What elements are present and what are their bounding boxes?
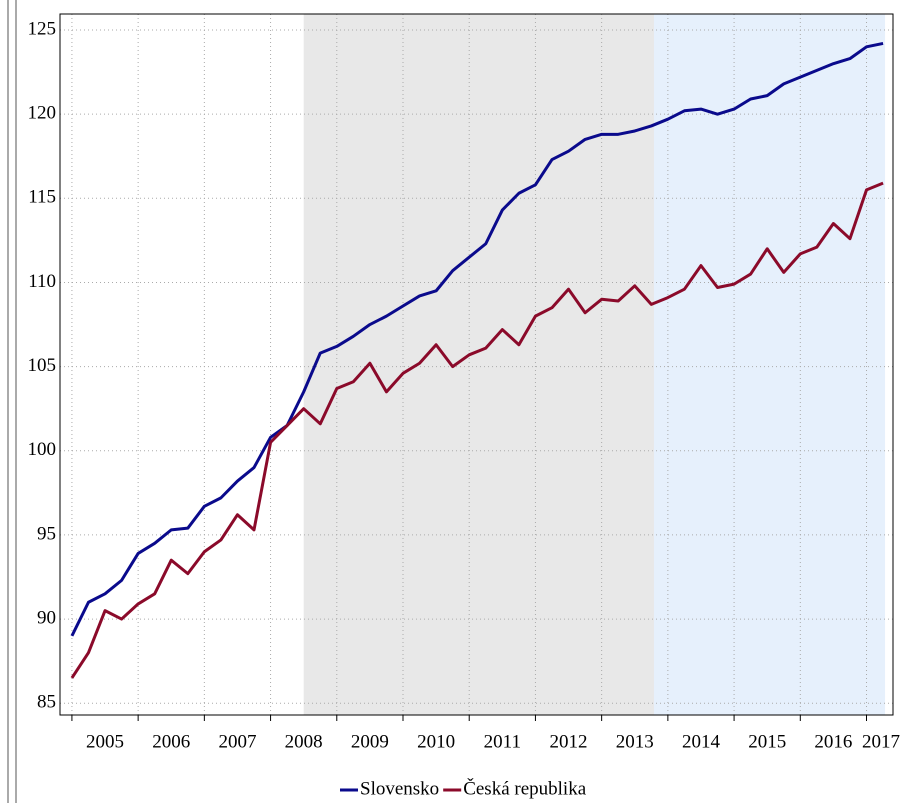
y-tick-label: 120 [28, 103, 57, 124]
y-tick-label: 110 [28, 271, 56, 292]
y-tick-label: 90 [37, 607, 56, 628]
x-tick-label: 2008 [285, 731, 323, 752]
x-tick-label: 2005 [86, 731, 124, 752]
y-tick-label: 105 [28, 355, 57, 376]
legend-label: Česká republika [463, 777, 587, 799]
x-tick-label: 2016 [814, 731, 852, 752]
x-tick-label: 2009 [351, 731, 389, 752]
x-tick-label: 2015 [748, 731, 786, 752]
shaded-region [303, 14, 654, 715]
x-tick-label: 2010 [417, 731, 455, 752]
y-tick-label: 85 [37, 692, 56, 713]
x-tick-label: 2012 [550, 731, 588, 752]
y-tick-label: 100 [28, 439, 57, 460]
y-tick-label: 125 [28, 18, 57, 39]
shaded-region [653, 14, 886, 715]
legend-label: Slovensko [360, 778, 439, 799]
y-tick-label: 95 [37, 523, 56, 544]
x-tick-label: 2007 [218, 731, 256, 752]
x-tick-label: 2017 [862, 731, 900, 752]
line-series [70, 181, 884, 679]
x-tick-label: 2014 [682, 731, 721, 752]
y-tick-label: 115 [28, 187, 56, 208]
line-series [70, 41, 884, 637]
x-tick-label: 2006 [152, 731, 190, 752]
x-tick-label: 2011 [484, 731, 521, 752]
plot-frame [59, 13, 894, 716]
x-tick-label: 2013 [616, 731, 654, 752]
